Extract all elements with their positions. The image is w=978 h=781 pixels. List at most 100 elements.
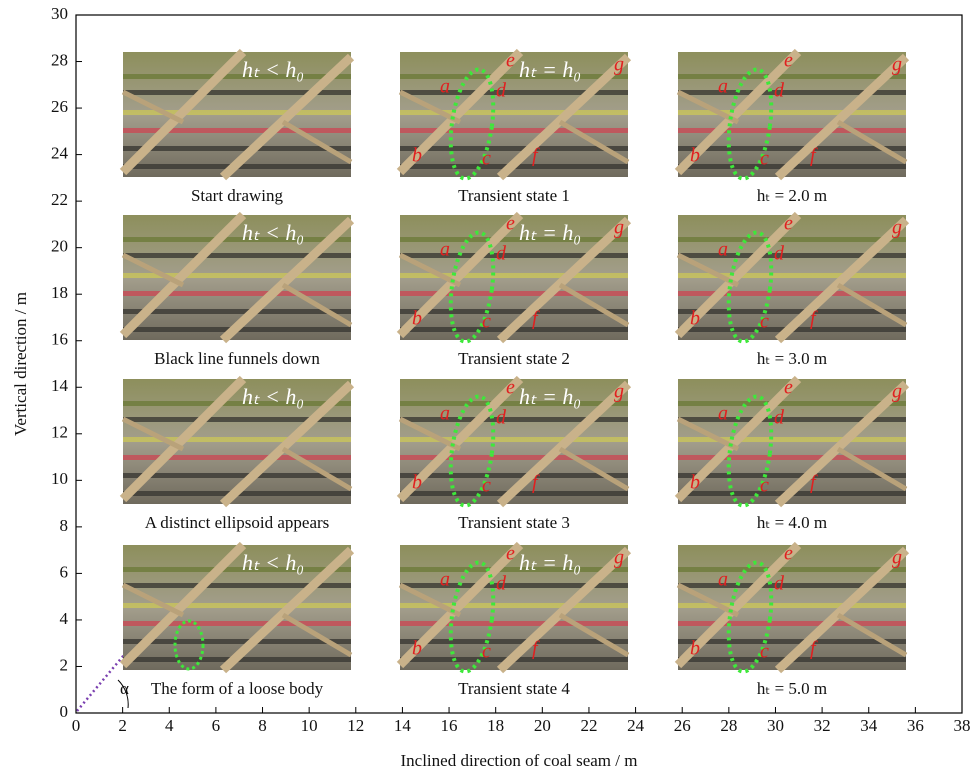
- sand-layer: [678, 401, 906, 406]
- point-label: a: [718, 76, 728, 98]
- figure: α Inclined direction of coal seam / m Ve…: [0, 0, 978, 776]
- point-label: g: [892, 54, 902, 76]
- sand-layer: [400, 567, 628, 572]
- x-tick-label: 32: [814, 716, 831, 735]
- point-label: e: [784, 377, 793, 399]
- sand-layer: [678, 237, 906, 242]
- point-label: c: [760, 641, 769, 663]
- y-tick-label: 26: [51, 97, 68, 116]
- x-tick-label: 38: [954, 716, 971, 735]
- sand-layer: [400, 309, 628, 314]
- state-overlay: hₜ = h₀: [519, 384, 581, 409]
- x-tick-label: 4: [165, 716, 174, 735]
- sand-layer: [123, 146, 351, 151]
- state-overlay: hₜ < h₀: [242, 550, 304, 575]
- point-label: g: [614, 217, 624, 239]
- y-tick-label: 2: [60, 655, 69, 674]
- photo-panel: hₜ < h₀: [123, 52, 351, 177]
- y-tick-label: 28: [51, 50, 68, 69]
- point-label: c: [760, 311, 769, 333]
- sand-layer: [400, 74, 628, 79]
- point-label: b: [690, 308, 700, 330]
- point-label: e: [506, 543, 515, 565]
- point-label: c: [482, 311, 491, 333]
- x-tick-label: 18: [487, 716, 504, 735]
- point-label: c: [760, 148, 769, 170]
- point-label: e: [506, 50, 515, 72]
- point-label: d: [774, 80, 785, 102]
- panel-caption: Transient state 3: [458, 513, 570, 532]
- point-label: c: [482, 641, 491, 663]
- x-tick-label: 30: [767, 716, 784, 735]
- x-tick-label: 10: [301, 716, 318, 735]
- sand-layer: [123, 401, 351, 406]
- point-label: g: [614, 381, 624, 403]
- state-overlay: hₜ = h₀: [519, 220, 581, 245]
- photo-panel: hₜ = h₀abcdefg: [400, 50, 628, 182]
- point-label: d: [496, 407, 507, 429]
- point-label: c: [760, 475, 769, 497]
- y-tick-label: 20: [51, 237, 68, 256]
- point-label: c: [482, 148, 491, 170]
- point-label: a: [440, 239, 450, 261]
- y-axis-label: Vertical direction / m: [11, 292, 30, 436]
- y-tick-label: 8: [60, 516, 69, 535]
- point-label: a: [440, 569, 450, 591]
- photo-panel: hₜ = h₀abcdefg: [400, 213, 628, 345]
- sand-layer: [123, 567, 351, 572]
- point-label: e: [784, 543, 793, 565]
- point-label: d: [774, 407, 785, 429]
- sand-layer: [400, 146, 628, 151]
- point-label: b: [690, 638, 700, 660]
- panel-caption: The form of a loose body: [151, 679, 324, 698]
- state-overlay: hₜ = h₀: [519, 550, 581, 575]
- point-label: a: [440, 403, 450, 425]
- point-label: g: [892, 547, 902, 569]
- seam-angle-line: [77, 655, 124, 711]
- point-label: g: [614, 54, 624, 76]
- y-tick-label: 14: [51, 376, 69, 395]
- point-label: a: [440, 76, 450, 98]
- panel-caption: A distinct ellipsoid appears: [145, 513, 330, 532]
- point-label: g: [892, 217, 902, 239]
- point-label: a: [718, 239, 728, 261]
- y-tick-label: 30: [51, 4, 68, 23]
- sand-layer: [678, 74, 906, 79]
- x-tick-label: 26: [674, 716, 691, 735]
- panel-caption: hₜ = 3.0 m: [757, 349, 827, 368]
- x-tick-label: 2: [118, 716, 127, 735]
- point-label: d: [774, 243, 785, 265]
- point-label: d: [496, 243, 507, 265]
- point-label: b: [412, 145, 422, 167]
- point-label: a: [718, 403, 728, 425]
- point-label: b: [412, 638, 422, 660]
- y-tick-label: 10: [51, 469, 68, 488]
- point-label: e: [506, 213, 515, 235]
- point-label: d: [774, 573, 785, 595]
- x-tick-label: 28: [720, 716, 737, 735]
- y-tick-label: 6: [60, 562, 69, 581]
- state-overlay: hₜ < h₀: [242, 57, 304, 82]
- angle-label: α: [120, 679, 129, 698]
- state-overlay: hₜ = h₀: [519, 57, 581, 82]
- point-label: c: [482, 475, 491, 497]
- panel-caption: Transient state 2: [458, 349, 570, 368]
- sand-layer: [123, 309, 351, 314]
- panel-caption: Start drawing: [191, 186, 284, 205]
- panel-caption: Transient state 4: [458, 679, 570, 698]
- point-label: g: [892, 381, 902, 403]
- photo-panel: hₜ = h₀abcdefg: [400, 377, 628, 509]
- photo-panel: hₜ < h₀: [123, 379, 351, 504]
- x-tick-label: 8: [258, 716, 267, 735]
- point-label: e: [784, 213, 793, 235]
- x-tick-label: 0: [72, 716, 81, 735]
- point-label: e: [506, 377, 515, 399]
- panel-caption: hₜ = 5.0 m: [757, 679, 827, 698]
- point-label: d: [496, 80, 507, 102]
- sand-layer: [678, 146, 906, 151]
- sand-layer: [123, 237, 351, 242]
- point-label: g: [614, 547, 624, 569]
